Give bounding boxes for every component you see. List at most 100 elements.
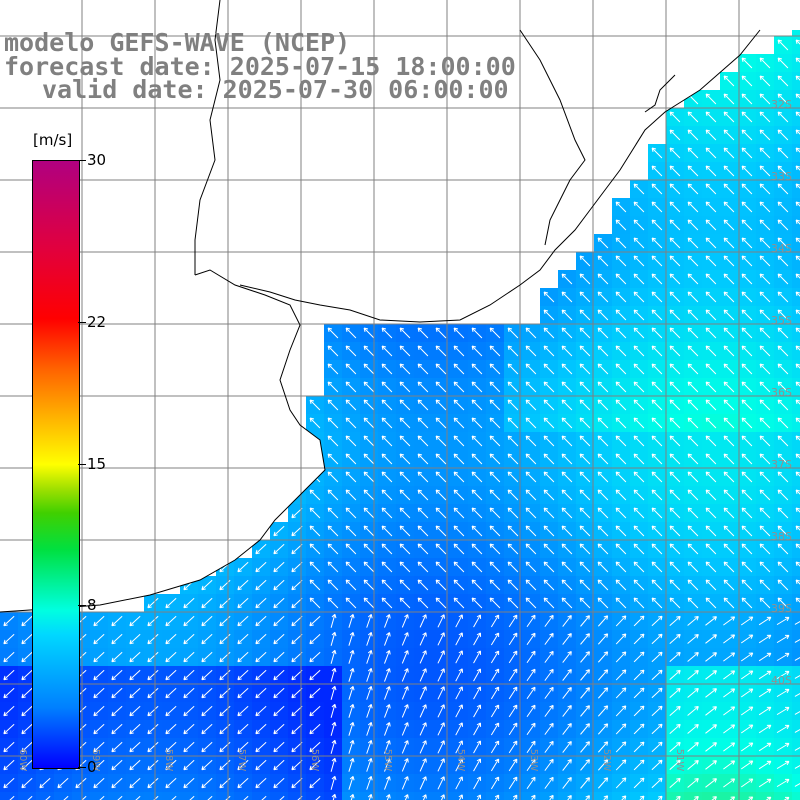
wind-speed-cell [522,738,541,757]
wind-arrow [740,724,754,734]
wind-arrow [525,381,537,393]
wind-speed-cell [216,684,235,703]
wind-arrow [489,453,501,465]
wind-arrow [526,632,536,646]
wind-speed-cell [0,702,19,721]
wind-speed-cell [342,738,361,757]
wind-speed-cell [792,342,800,361]
wind-arrow [401,650,409,664]
wind-arrow [345,507,357,519]
wind-arrow [705,435,717,447]
wind-arrow [81,795,87,800]
wind-speed-cell [468,612,487,631]
wind-arrow [758,634,772,644]
wind-speed-cell [288,648,307,667]
wind-arrow [381,525,393,537]
wind-speed-cell [216,630,235,649]
wind-arrow [651,759,663,771]
wind-arrow [384,722,391,736]
wind-speed-cell [198,774,217,793]
wind-arrow [759,255,771,267]
wind-arrow [489,543,501,555]
wind-arrow [633,417,645,429]
wind-speed-cell [540,630,559,649]
wind-arrow [687,309,699,321]
wind-arrow [399,543,411,555]
wind-arrow [633,633,645,645]
wind-speed-cell [144,756,163,775]
wind-arrow [201,669,213,681]
wind-arrow [345,399,357,411]
wind-speed-cell [270,558,289,577]
wind-speed-cell [180,720,199,739]
wind-speed-cell [54,774,73,793]
wind-speed-cell [594,774,613,793]
wind-arrow [741,165,753,177]
wind-speed-cell [648,702,667,721]
wind-speed-cell [270,756,289,775]
wind-arrow [363,381,375,393]
longitude-labels: 60W 59W 58W 57W 56W 55W 54W 53W 52W 51W [17,749,685,772]
wind-speed-cell [576,720,595,739]
wind-arrow [795,111,800,117]
wind-arrow [705,381,717,393]
wind-arrow [455,650,463,664]
wind-arrow [705,634,717,644]
wind-speed-cell [0,666,19,685]
wind-arrow [669,597,681,609]
wind-arrow [615,453,627,465]
wind-arrow [705,183,717,195]
wind-arrow [526,614,536,628]
wind-arrow [580,705,590,717]
wind-arrow [419,686,427,700]
wind-speed-cell [720,756,739,775]
wind-arrow [723,399,735,411]
wind-arrow [417,381,429,393]
wind-arrow [705,652,717,662]
wind-arrow [615,363,627,375]
wind-arrow [579,345,591,357]
wind-arrow [723,742,736,752]
wind-arrow [795,165,800,171]
wind-arrow [705,291,717,303]
wind-speed-cell [198,792,217,800]
wind-speed-cell [378,630,397,649]
wind-arrow [327,327,339,339]
wind-arrow [579,525,591,537]
wind-speed-cell [324,720,343,739]
wind-speed-cell [792,360,800,379]
wind-arrow [597,399,609,411]
wind-arrow [657,795,663,800]
wind-arrow [363,507,375,519]
wind-speed-cell [756,738,775,757]
wind-speed-cell [558,684,577,703]
wind-arrow [759,399,771,411]
wind-arrow [508,704,518,718]
latitude-label: 34S [771,242,792,255]
wind-speed-cell [396,720,415,739]
wind-speed-cell [630,774,649,793]
wind-arrow [561,309,573,321]
wind-arrow [651,705,663,717]
wind-arrow [345,597,357,609]
wind-arrow [544,740,554,753]
wind-arrow [345,327,357,339]
wind-arrow [651,687,663,699]
wind-arrow [363,579,375,591]
wind-arrow [615,561,627,573]
wind-arrow [437,758,445,772]
wind-speed-cell [180,774,199,793]
wind-arrow [597,255,609,267]
wind-arrow [705,597,717,609]
wind-arrow [669,273,681,285]
wind-arrow [291,597,303,609]
wind-speed-cell [648,720,667,739]
wind-arrow [419,776,427,790]
wind-speed-cell [558,702,577,721]
wind-speed-cell [738,612,757,631]
wind-arrow [705,399,717,411]
wind-speed-cell [288,702,307,721]
wind-speed-cell [252,666,271,685]
wind-speed-cell [324,666,343,685]
wind-speed-cell [270,666,289,685]
